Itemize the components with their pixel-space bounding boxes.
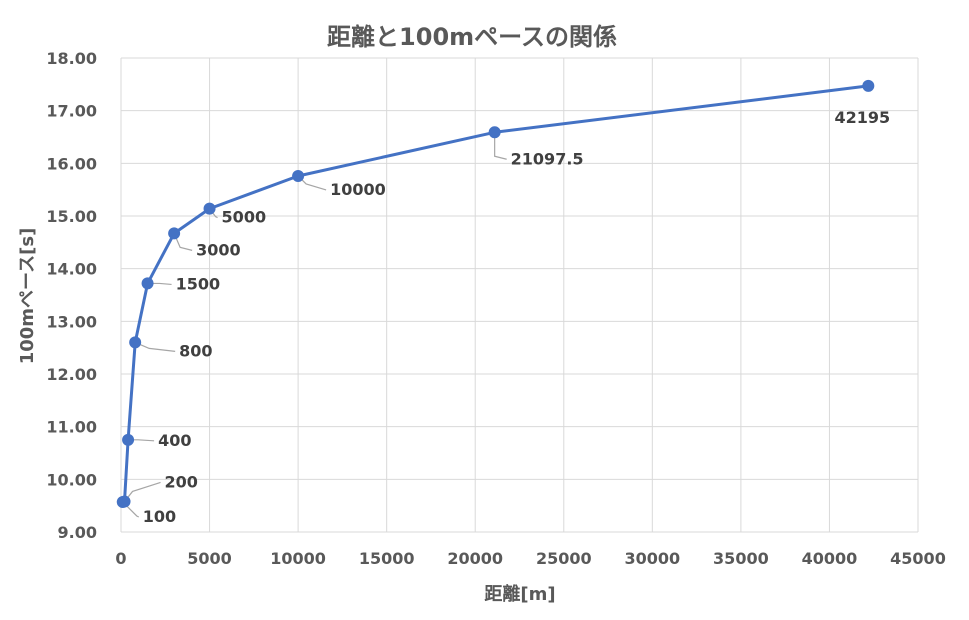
y-tick-label: 17.00 (46, 102, 97, 121)
x-tick-label: 30000 (624, 549, 680, 568)
data-label: 21097.5 (511, 149, 584, 168)
data-label: 3000 (196, 240, 241, 259)
data-point (203, 202, 216, 215)
label-layer: 100 200 400 800 1500 3000 5000 10000 21097.5 4219… (143, 108, 890, 526)
data-point (168, 227, 181, 240)
x-tick-label: 35000 (713, 549, 769, 568)
y-tick-label: 14.00 (46, 260, 97, 279)
x-tick-label: 40000 (802, 549, 858, 568)
data-label: 400 (158, 431, 191, 450)
tick-layer: 0 5000 10000 15000 20000 25000 30000 35000 40000… (46, 49, 945, 568)
data-label-leader (494, 132, 507, 160)
y-tick-label: 13.00 (46, 312, 97, 331)
y-tick-label: 18.00 (46, 49, 97, 68)
data-label: 200 (165, 472, 198, 491)
x-tick-label: 10000 (270, 549, 326, 568)
data-label: 800 (179, 341, 212, 360)
x-tick-label: 15000 (359, 549, 415, 568)
x-tick-label: 45000 (890, 549, 946, 568)
x-tick-label: 20000 (447, 549, 503, 568)
data-point (141, 277, 154, 290)
series-layer (116, 79, 875, 508)
data-point (862, 79, 875, 92)
data-label-leader (134, 341, 176, 352)
chart-title: 距離と100mペースの関係 (327, 23, 617, 51)
x-tick-label: 5000 (187, 549, 232, 568)
data-label: 42195 (834, 108, 890, 127)
y-tick-label: 11.00 (46, 418, 97, 437)
y-tick-label: 12.00 (46, 365, 97, 384)
data-label-leader (124, 481, 161, 502)
y-tick-label: 10.00 (46, 470, 97, 489)
leader-layer (122, 132, 507, 518)
grid-layer (120, 57, 919, 533)
series-line (122, 84, 869, 504)
data-label: 100 (143, 507, 176, 526)
data-label: 5000 (222, 208, 267, 227)
y-tick-label: 15.00 (46, 207, 97, 226)
data-point (118, 495, 131, 508)
data-label: 10000 (330, 180, 386, 199)
data-point (122, 433, 135, 446)
y-tick-label: 16.00 (46, 154, 97, 173)
y-axis-title: 100mペース[s] (17, 228, 38, 365)
x-axis-title: 距離[m] (484, 583, 555, 605)
x-tick-label: 25000 (536, 549, 592, 568)
x-tick-label: 0 (115, 549, 126, 568)
y-tick-label: 9.00 (58, 523, 97, 542)
data-point (292, 169, 305, 182)
data-point (129, 336, 142, 349)
data-label: 1500 (176, 274, 221, 293)
data-point (488, 126, 501, 139)
